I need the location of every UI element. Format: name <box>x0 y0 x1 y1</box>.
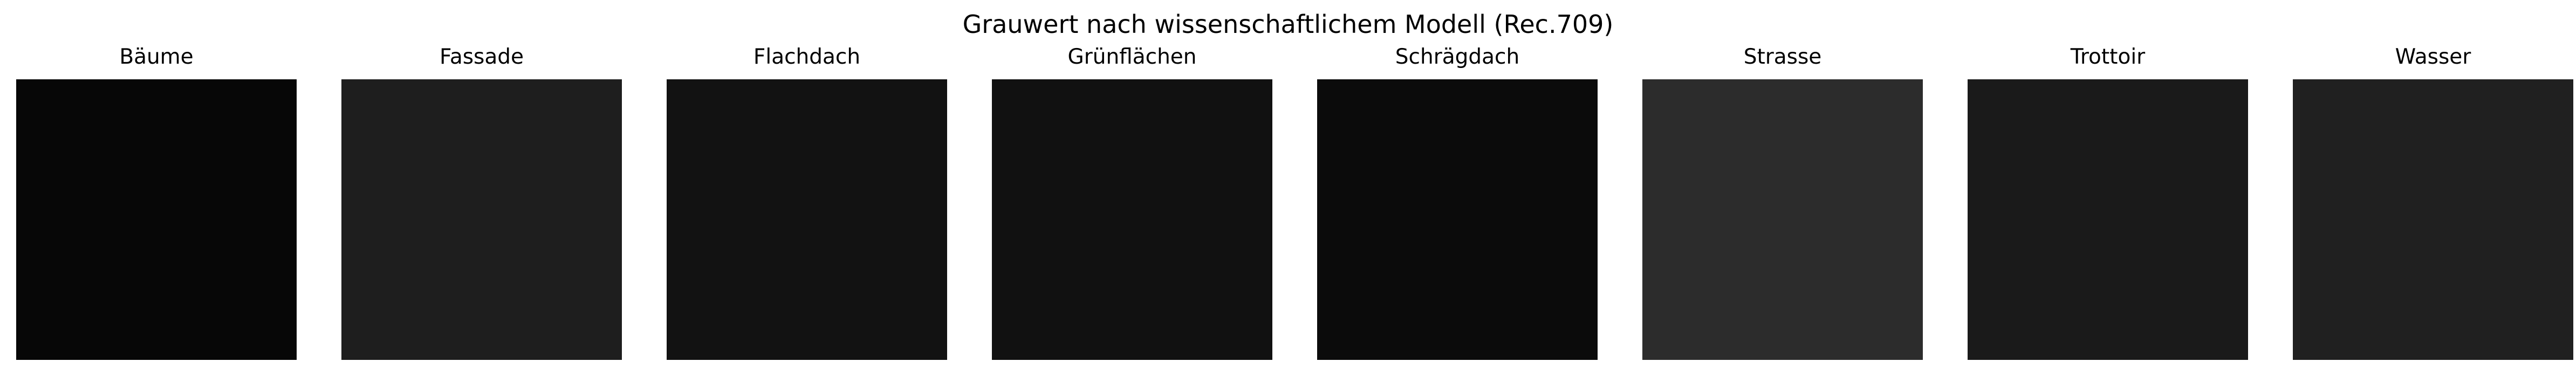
swatch-label: Fassade <box>439 45 524 69</box>
gray-swatch <box>667 79 947 360</box>
gray-swatch <box>1317 79 1598 360</box>
swatch-label: Grünflächen <box>1067 45 1197 69</box>
gray-swatch <box>16 79 297 360</box>
swatch-panel: Schrägdach <box>1317 46 1598 360</box>
swatch-label: Bäume <box>119 45 194 69</box>
gray-swatch <box>341 79 622 360</box>
swatch-label: Strasse <box>1743 45 1822 69</box>
gray-swatch <box>1968 79 2248 360</box>
swatch-panel: Grünflächen <box>992 46 1272 360</box>
swatch-panel: Wasser <box>2293 46 2573 360</box>
swatch-panel: Strasse <box>1642 46 1923 360</box>
swatch-label: Wasser <box>2395 45 2471 69</box>
swatch-label: Trottoir <box>2070 45 2146 69</box>
swatch-panel: Flachdach <box>667 46 947 360</box>
gray-swatch <box>992 79 1272 360</box>
swatch-label: Flachdach <box>753 45 861 69</box>
swatch-panel: Trottoir <box>1968 46 2248 360</box>
swatch-panel: Fassade <box>341 46 622 360</box>
gray-swatch <box>2293 79 2573 360</box>
swatch-panel: Bäume <box>16 46 297 360</box>
swatch-label: Schrägdach <box>1395 45 1520 69</box>
gray-swatch <box>1642 79 1923 360</box>
figure-title: Grauwert nach wissenschaftlichem Modell … <box>962 10 1614 39</box>
